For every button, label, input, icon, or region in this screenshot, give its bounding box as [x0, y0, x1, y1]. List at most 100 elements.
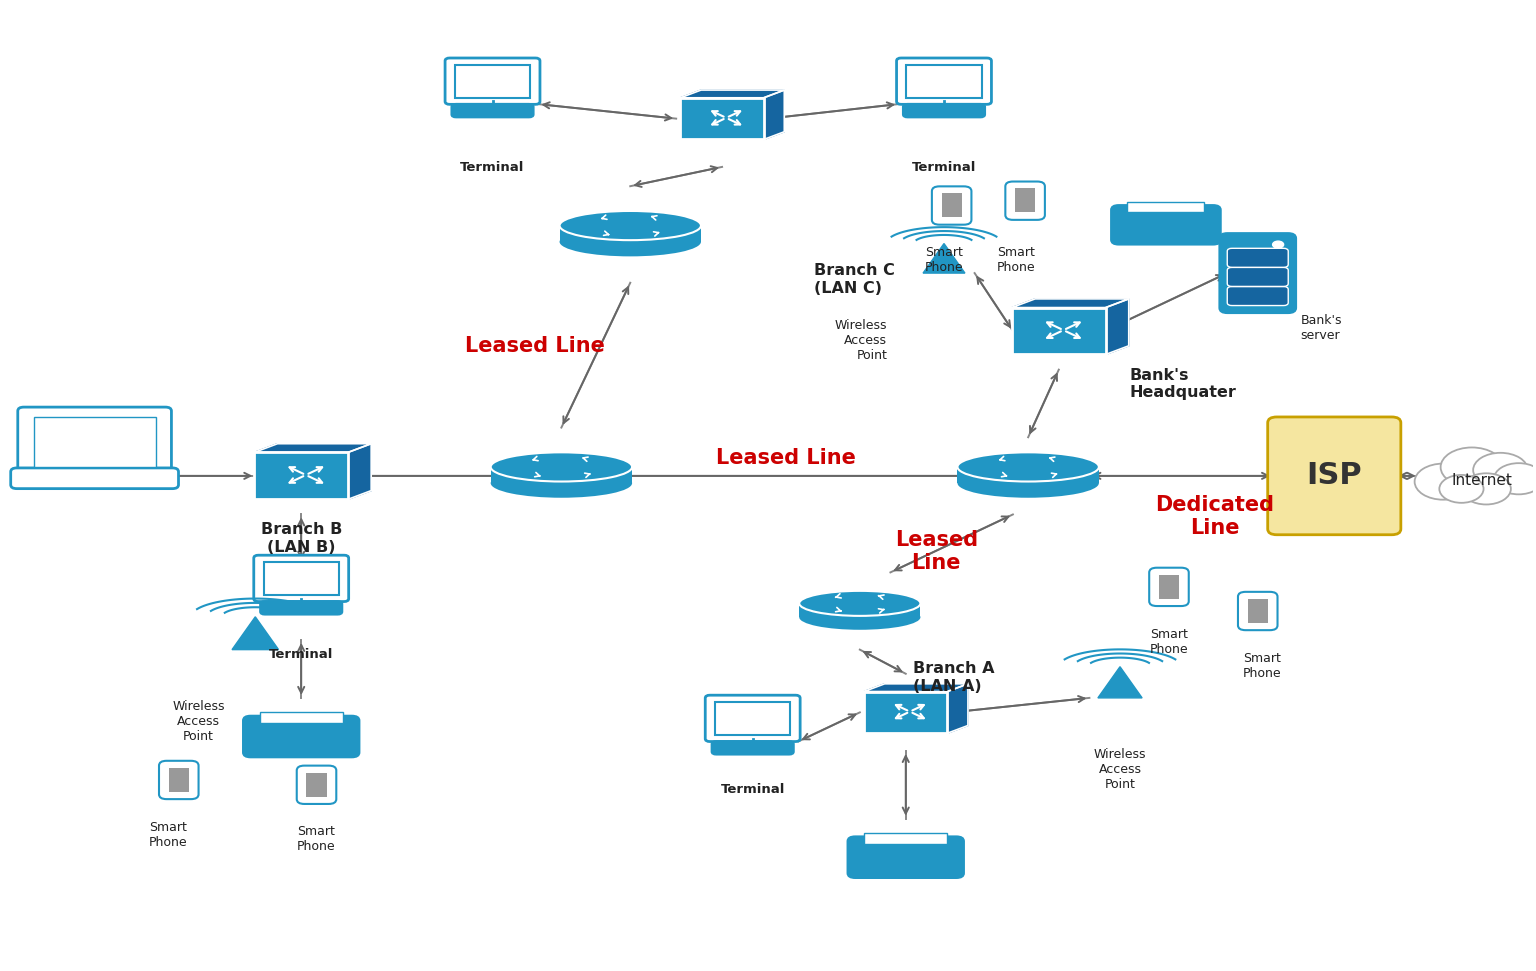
- Text: Leased
Line: Leased Line: [895, 529, 978, 573]
- Bar: [490, 466, 633, 484]
- Ellipse shape: [559, 211, 700, 240]
- Text: Leased Line: Leased Line: [465, 336, 605, 355]
- Ellipse shape: [799, 590, 920, 616]
- FancyBboxPatch shape: [711, 741, 794, 754]
- Text: Smart
Phone: Smart Phone: [296, 825, 336, 854]
- Text: Wireless
Access
Point: Wireless Access Point: [1094, 748, 1146, 791]
- Polygon shape: [680, 90, 785, 98]
- Bar: [906, 65, 982, 98]
- Polygon shape: [948, 684, 968, 733]
- Ellipse shape: [957, 452, 1098, 482]
- FancyBboxPatch shape: [1227, 267, 1289, 286]
- Bar: [1158, 575, 1180, 599]
- Bar: [169, 768, 189, 791]
- FancyBboxPatch shape: [848, 836, 965, 878]
- Bar: [306, 773, 327, 796]
- FancyBboxPatch shape: [932, 186, 971, 224]
- Text: Wireless
Access
Point: Wireless Access Point: [172, 700, 224, 743]
- Circle shape: [1473, 452, 1528, 487]
- Text: Branch B
(LAN B): Branch B (LAN B): [261, 522, 343, 554]
- FancyBboxPatch shape: [445, 58, 541, 104]
- FancyBboxPatch shape: [160, 761, 198, 799]
- Ellipse shape: [559, 227, 700, 256]
- FancyBboxPatch shape: [705, 695, 800, 742]
- Text: Smart
Phone: Smart Phone: [149, 821, 187, 850]
- Polygon shape: [255, 444, 372, 452]
- Circle shape: [1495, 463, 1536, 494]
- Text: Terminal: Terminal: [269, 648, 333, 660]
- Bar: [957, 466, 1098, 484]
- Bar: [1012, 308, 1106, 354]
- FancyBboxPatch shape: [1111, 205, 1221, 245]
- FancyBboxPatch shape: [1006, 182, 1044, 219]
- Text: Leased Line: Leased Line: [716, 449, 856, 468]
- Bar: [264, 562, 339, 595]
- Text: Smart
Phone: Smart Phone: [1149, 628, 1189, 656]
- FancyBboxPatch shape: [1227, 286, 1289, 306]
- Bar: [559, 224, 700, 242]
- Circle shape: [1415, 463, 1471, 500]
- Text: Smart
Phone: Smart Phone: [997, 246, 1035, 274]
- Bar: [1127, 202, 1204, 212]
- Polygon shape: [1098, 667, 1143, 698]
- FancyBboxPatch shape: [1227, 249, 1289, 267]
- FancyBboxPatch shape: [260, 601, 343, 615]
- Text: Smart
Phone: Smart Phone: [1243, 652, 1281, 680]
- FancyBboxPatch shape: [243, 716, 359, 757]
- Circle shape: [1439, 475, 1484, 503]
- Bar: [680, 98, 763, 140]
- Text: Bank's
server: Bank's server: [1301, 314, 1342, 342]
- FancyBboxPatch shape: [253, 555, 349, 602]
- Polygon shape: [865, 684, 968, 691]
- FancyBboxPatch shape: [296, 765, 336, 804]
- Text: Terminal: Terminal: [461, 161, 525, 174]
- Bar: [714, 702, 791, 735]
- Ellipse shape: [490, 469, 633, 498]
- Circle shape: [1461, 473, 1511, 505]
- Bar: [906, 65, 982, 98]
- Bar: [865, 691, 948, 733]
- Bar: [455, 65, 530, 98]
- Bar: [865, 832, 948, 844]
- Circle shape: [1273, 241, 1284, 248]
- FancyBboxPatch shape: [18, 407, 172, 476]
- Polygon shape: [349, 444, 372, 499]
- Bar: [1015, 188, 1035, 213]
- Polygon shape: [232, 617, 278, 650]
- Text: Terminal: Terminal: [912, 161, 977, 174]
- FancyBboxPatch shape: [452, 104, 533, 117]
- FancyBboxPatch shape: [1267, 417, 1401, 535]
- Bar: [255, 452, 349, 499]
- FancyBboxPatch shape: [1220, 233, 1296, 313]
- Text: Dedicated
Line: Dedicated Line: [1155, 495, 1275, 538]
- Ellipse shape: [799, 605, 920, 630]
- Bar: [942, 193, 962, 218]
- Bar: [714, 702, 791, 735]
- FancyBboxPatch shape: [1238, 592, 1278, 630]
- Polygon shape: [1106, 299, 1129, 354]
- Text: Bank's
Headquater: Bank's Headquater: [1129, 368, 1236, 400]
- FancyBboxPatch shape: [897, 58, 991, 104]
- Text: Smart
Phone: Smart Phone: [925, 246, 963, 274]
- Ellipse shape: [490, 452, 633, 482]
- Text: Branch C
(LAN C): Branch C (LAN C): [814, 263, 895, 296]
- Polygon shape: [1012, 299, 1129, 308]
- Text: Internet: Internet: [1452, 473, 1513, 487]
- FancyBboxPatch shape: [11, 468, 178, 488]
- Polygon shape: [923, 244, 965, 273]
- Text: Branch A
(LAN A): Branch A (LAN A): [914, 661, 995, 693]
- Text: Terminal: Terminal: [720, 783, 785, 796]
- Polygon shape: [763, 90, 785, 140]
- FancyBboxPatch shape: [1149, 568, 1189, 606]
- Bar: [264, 562, 339, 595]
- Bar: [34, 418, 155, 467]
- Circle shape: [1441, 448, 1504, 486]
- Bar: [260, 712, 343, 722]
- Ellipse shape: [957, 469, 1098, 498]
- Text: Wireless
Access
Point: Wireless Access Point: [836, 319, 888, 362]
- Bar: [455, 65, 530, 98]
- FancyBboxPatch shape: [903, 104, 985, 117]
- Bar: [1247, 599, 1267, 622]
- Bar: [799, 603, 920, 618]
- Text: ISP: ISP: [1307, 461, 1362, 490]
